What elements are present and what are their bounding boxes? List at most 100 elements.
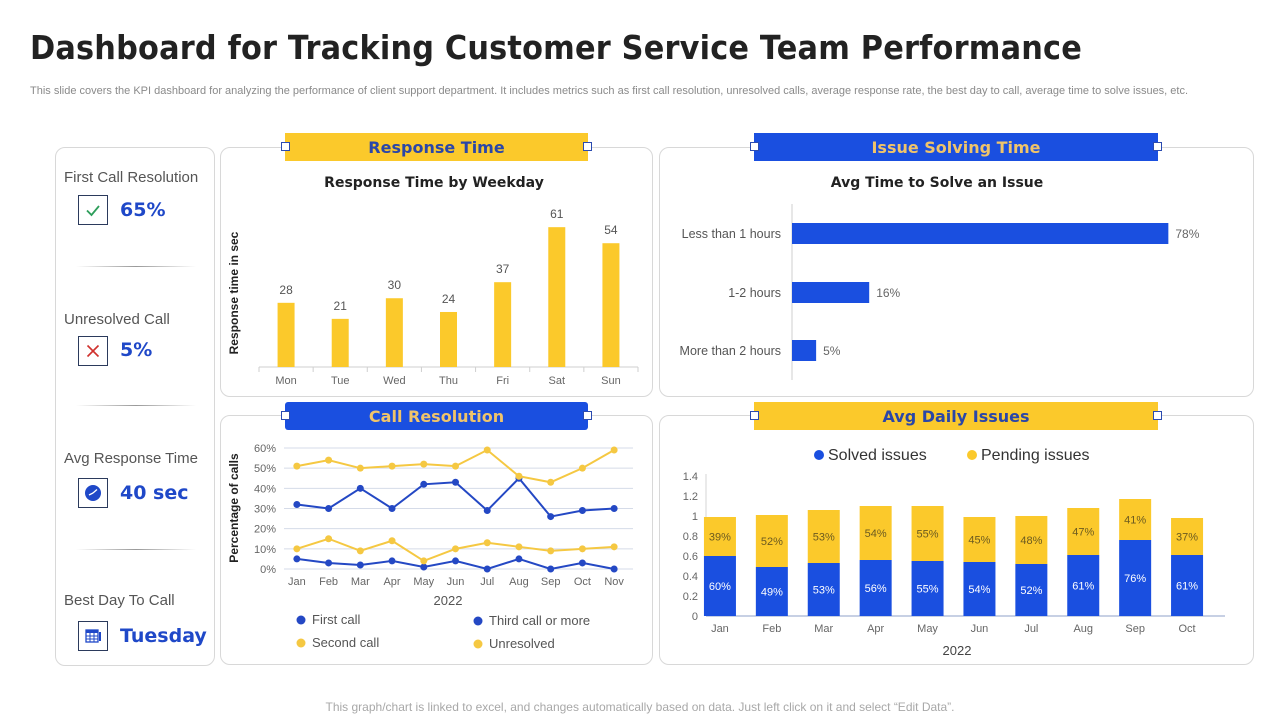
resize-handle xyxy=(281,142,290,151)
y-tick-label: Less than 1 hours xyxy=(682,227,781,241)
legend-label: Solved issues xyxy=(828,447,927,464)
legend-marker xyxy=(814,450,824,460)
data-point xyxy=(356,547,364,555)
y-tick-label: More than 2 hours xyxy=(680,344,781,358)
data-point xyxy=(356,484,364,492)
bar xyxy=(548,227,566,367)
bar-segment xyxy=(1067,555,1100,616)
data-point xyxy=(578,464,586,472)
data-label: 61 xyxy=(550,207,564,221)
data-label: 16% xyxy=(876,286,900,300)
x-tick-label: Apr xyxy=(383,576,400,588)
y-tick-label: 1 xyxy=(692,511,698,523)
x-tick-label: Oct xyxy=(1178,623,1195,635)
bar-segment xyxy=(1015,516,1048,564)
x-tick-label: Sep xyxy=(1125,623,1145,635)
bar-segment xyxy=(755,515,788,567)
data-point xyxy=(388,462,396,470)
x-tick-label: Thu xyxy=(439,375,458,387)
avg-daily-issues-chart: 0 0.2 0.4 0.6 0.8 1 1.2 1.4 60% 39% Jan 49% 52% Feb 53… xyxy=(683,447,1225,658)
section-title: Response Time xyxy=(368,137,505,157)
bar-segment xyxy=(911,506,944,561)
data-point xyxy=(420,480,428,488)
issue-solving-time-chart: Avg Time to Solve an Issue Less than 1 ho… xyxy=(680,175,1200,380)
data-label: 5% xyxy=(823,344,841,358)
response-time-card: Response Time by Weekday Response time in… xyxy=(220,147,653,397)
data-point xyxy=(293,462,301,470)
data-point xyxy=(578,545,586,553)
data-point xyxy=(515,555,523,563)
data-label: 60% xyxy=(709,581,731,593)
y-tick-label: 0.4 xyxy=(683,571,698,583)
bar-segment xyxy=(1119,499,1152,540)
x-tick-label: Sep xyxy=(541,576,561,588)
legend-label: Third call or more xyxy=(489,613,590,628)
bar xyxy=(792,340,817,361)
bar-segment xyxy=(911,561,944,616)
bar xyxy=(494,282,512,367)
data-label: 52% xyxy=(1020,585,1042,597)
data-label: 55% xyxy=(917,529,939,541)
legend-marker xyxy=(473,639,483,649)
data-label: 53% xyxy=(813,585,835,597)
data-point xyxy=(293,500,301,508)
y-tick-label: 0% xyxy=(260,564,276,576)
bar-segment xyxy=(859,560,892,616)
data-point xyxy=(325,535,333,543)
data-point xyxy=(483,539,491,547)
bar-segment xyxy=(859,506,892,560)
x-tick-label: Nov xyxy=(604,576,624,588)
data-label: 53% xyxy=(813,532,835,544)
data-point xyxy=(325,456,333,464)
data-label: 54% xyxy=(968,584,990,596)
kpi-value: 40 sec xyxy=(120,482,189,504)
data-point xyxy=(610,565,618,573)
kpi-value: 65% xyxy=(120,199,166,221)
x-tick-label: Jan xyxy=(288,576,306,588)
divider xyxy=(76,405,196,406)
check-icon xyxy=(78,195,108,225)
data-label: 78% xyxy=(1175,227,1199,241)
x-tick-label: Jul xyxy=(1024,623,1038,635)
data-point xyxy=(388,557,396,565)
data-point xyxy=(452,462,459,470)
data-label: 45% xyxy=(968,535,990,547)
x-tick-label: Aug xyxy=(1073,623,1093,635)
legend-marker xyxy=(296,615,306,625)
resize-handle xyxy=(281,411,290,420)
resize-handle xyxy=(1153,411,1162,420)
data-point xyxy=(515,543,523,551)
x-tick-label: Sat xyxy=(549,375,566,387)
kpi-label: Unresolved Call xyxy=(64,311,170,328)
data-point xyxy=(610,505,618,512)
data-point xyxy=(515,472,523,480)
resize-handle xyxy=(583,411,592,420)
x-axis-label: 2022 xyxy=(943,643,972,658)
x-tick-label: Aug xyxy=(509,576,529,588)
data-point xyxy=(356,464,364,472)
legend-label: First call xyxy=(312,612,361,627)
data-point xyxy=(420,460,428,468)
y-tick-label: 0.8 xyxy=(683,531,698,543)
section-title: Avg Daily Issues xyxy=(882,406,1030,426)
x-tick-label: Feb xyxy=(319,576,338,588)
data-point xyxy=(420,557,428,565)
data-label: 52% xyxy=(761,536,783,548)
data-point xyxy=(610,446,618,454)
section-title: Call Resolution xyxy=(368,406,505,426)
y-tick-label: 0.2 xyxy=(683,591,698,603)
x-tick-label: Jan xyxy=(711,623,729,635)
bar-segment xyxy=(1119,540,1152,616)
data-label: 47% xyxy=(1072,527,1094,539)
avg-daily-issues-card: 0 0.2 0.4 0.6 0.8 1 1.2 1.4 60% 39% Jan 49% 52% Feb 53… xyxy=(659,415,1254,665)
divider xyxy=(76,266,196,267)
data-label: 56% xyxy=(865,583,887,595)
y-tick-label: 1.2 xyxy=(683,491,698,503)
y-axis-label: Response time in sec xyxy=(227,231,241,354)
kpi-label: Avg Response Time xyxy=(64,450,198,467)
data-point xyxy=(610,543,618,551)
data-label: 41% xyxy=(1124,515,1146,527)
data-point xyxy=(547,478,555,486)
clock-icon xyxy=(78,478,108,508)
data-point xyxy=(578,507,586,515)
